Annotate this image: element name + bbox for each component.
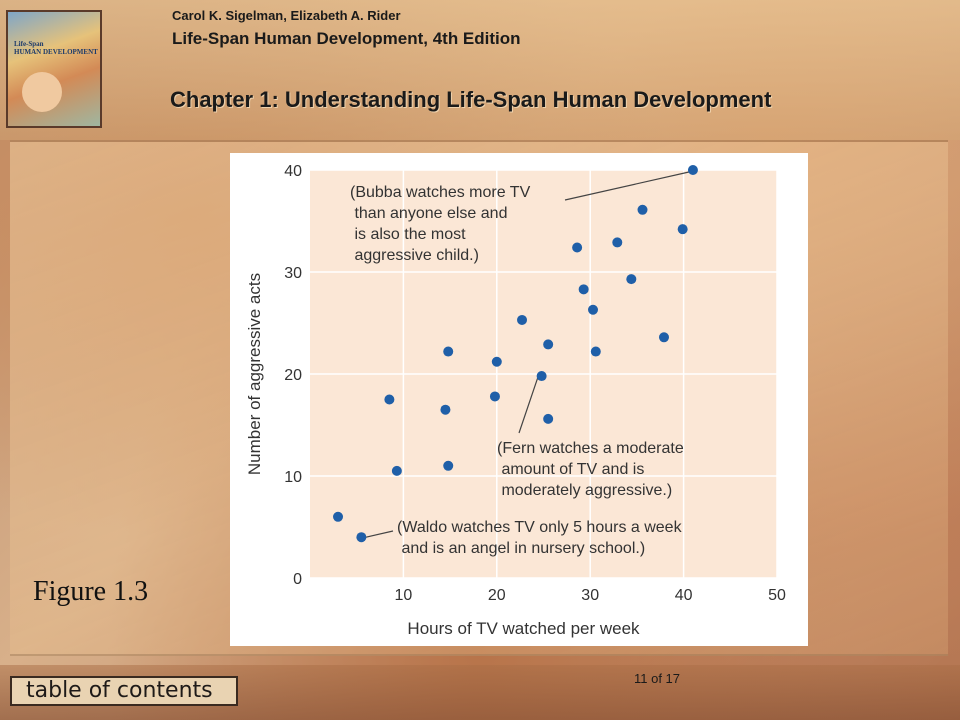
annotation-bubba-line: aggressive child.) [350, 247, 479, 264]
x-tick-label: 20 [488, 587, 506, 604]
cover-title-line2: HUMAN DEVELOPMENT [14, 48, 98, 56]
data-point [658, 332, 669, 343]
authors: Carol K. Sigelman, Elizabeth A. Rider [172, 8, 401, 23]
chart-panel: 10 20 30 40 50 0 10 20 30 40 Hours of TV watched p… [230, 153, 808, 646]
book-cover-image: Life-Span HUMAN DEVELOPMENT [6, 10, 102, 128]
y-tick-label: 20 [284, 367, 302, 384]
annotation-bubba-line: is also the most [350, 226, 466, 243]
annotation-waldo-line: (Waldo watches TV only 5 hours a week [397, 519, 683, 536]
data-point [333, 511, 344, 522]
data-point [440, 404, 451, 415]
cover-title: Life-Span HUMAN DEVELOPMENT [14, 40, 98, 56]
book-title: Life-Span Human Development, 4th Edition [172, 29, 521, 48]
data-point [612, 237, 623, 248]
data-point [384, 394, 395, 405]
y-tick-label: 40 [284, 163, 302, 180]
data-point [588, 304, 599, 315]
annotation-fern-line: amount of TV and is [497, 461, 644, 478]
cover-photo [22, 72, 62, 112]
chapter-title: Chapter 1: Understanding Life-Span Human… [170, 87, 772, 112]
data-point [626, 274, 637, 285]
annotation-bubba-line: (Bubba watches more TV [350, 184, 531, 201]
annotation-bubba-line: than anyone else and [350, 205, 507, 222]
data-point [637, 204, 648, 215]
y-tick-label: 0 [293, 571, 302, 588]
x-tick-label: 30 [581, 587, 599, 604]
figure-label: Figure 1.3 [33, 576, 149, 607]
x-tick-label: 50 [768, 587, 786, 604]
table-of-contents-button[interactable]: table of contents [10, 676, 238, 706]
x-tick-label: 40 [675, 587, 693, 604]
data-point [543, 413, 554, 424]
data-point [687, 165, 698, 175]
y-tick-label: 30 [284, 265, 302, 282]
data-point [443, 346, 454, 357]
cover-title-line1: Life-Span [14, 40, 44, 48]
data-point [590, 346, 601, 357]
data-point [677, 224, 688, 235]
data-point [578, 284, 589, 295]
x-axis-label: Hours of TV watched per week [407, 619, 640, 638]
data-point [443, 460, 454, 471]
data-point [572, 242, 583, 253]
data-point [543, 339, 554, 350]
annotation-leader-fern [518, 377, 539, 434]
data-point [517, 314, 528, 325]
annotation-fern-line: (Fern watches a moderate [497, 440, 684, 457]
header-band [0, 0, 960, 140]
data-point [491, 356, 502, 367]
annotation-waldo-line: and is an angel in nursery school.) [397, 540, 645, 557]
data-point [536, 371, 547, 382]
scatter-chart: 10 20 30 40 50 0 10 20 30 40 Hours of TV watched p… [245, 163, 786, 638]
y-axis-label: Number of aggressive acts [245, 273, 264, 475]
data-point [356, 532, 367, 543]
annotation-fern-line: moderately aggressive.) [497, 482, 672, 499]
data-point [489, 391, 500, 402]
y-tick-label: 10 [284, 469, 302, 486]
annotation-leader-bubba [564, 171, 690, 201]
x-tick-label: 10 [395, 587, 413, 604]
page-counter: 11 of 17 [634, 671, 681, 686]
data-point [391, 465, 402, 476]
